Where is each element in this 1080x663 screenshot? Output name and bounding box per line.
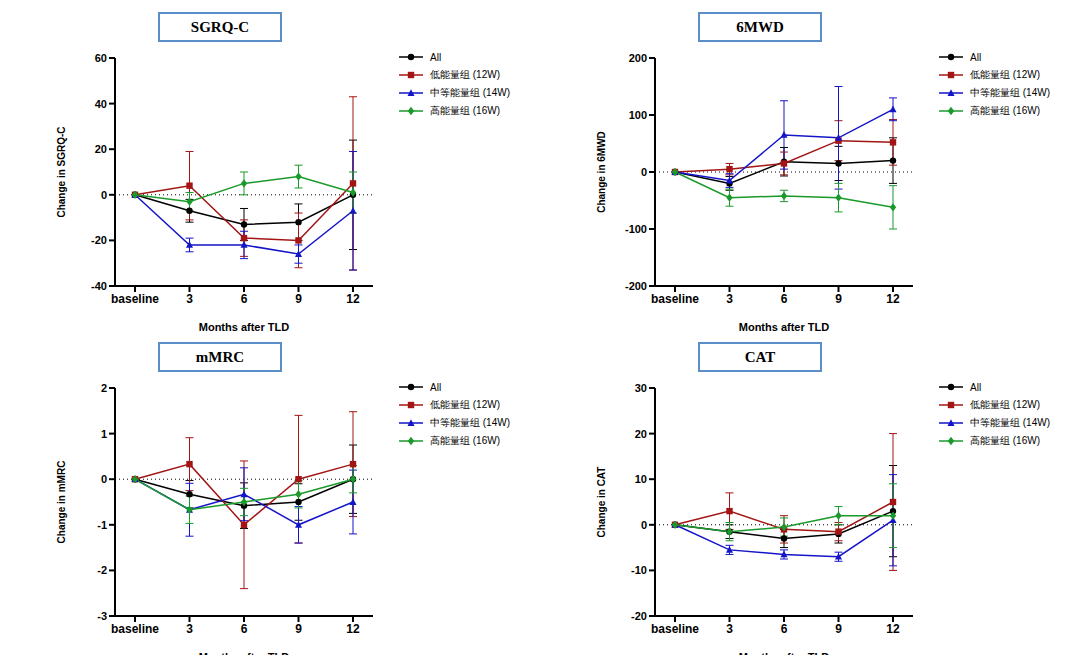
svg-text:-2: -2 [97,564,107,576]
svg-text:3: 3 [726,622,733,636]
svg-text:6: 6 [241,622,248,636]
html-text:低能量组 (12W): 低能量组 (12W) [970,399,1040,410]
svg-text:0: 0 [101,473,107,485]
svg-text:1: 1 [101,428,107,440]
html-text:低能量组 (12W): 低能量组 (12W) [970,69,1040,80]
svg-text:baseline: baseline [111,622,159,636]
svg-text:200: 200 [629,52,647,64]
svg-text:Months after TLD: Months after TLD [739,651,829,655]
svg-text:6: 6 [781,622,788,636]
html-text:中等能量组 (14W): 中等能量组 (14W) [430,87,510,98]
html-text:低能量组 (12W): 低能量组 (12W) [430,69,500,80]
svg-text:Months after TLD: Months after TLD [739,321,829,333]
html-text:低能量组 (12W): 低能量组 (12W) [430,399,500,410]
svg-text:-20: -20 [91,234,107,246]
svg-text:-20: -20 [631,610,647,622]
svg-text:-3: -3 [97,610,107,622]
svg-text:12: 12 [346,292,360,306]
svg-text:baseline: baseline [111,292,159,306]
svg-text:40: 40 [95,98,107,110]
svg-text:-1: -1 [97,519,107,531]
svg-text:0: 0 [101,189,107,201]
html-text:中等能量组 (14W): 中等能量组 (14W) [970,87,1050,98]
svg-text:baseline: baseline [651,622,699,636]
html-text:6MWD: 6MWD [736,18,784,35]
svg-text:12: 12 [346,622,360,636]
html-text:高能量组 (16W): 高能量组 (16W) [970,105,1040,116]
html-text:中等能量组 (14W): 中等能量组 (14W) [970,417,1050,428]
svg-text:10: 10 [635,473,647,485]
svg-text:3: 3 [186,292,193,306]
svg-text:-200: -200 [625,280,647,292]
html-text:高能量组 (16W): 高能量组 (16W) [430,435,500,446]
svg-text:Change in CAT: Change in CAT [596,467,607,538]
html-text:All: All [430,381,442,393]
svg-text:9: 9 [835,622,842,636]
svg-text:20: 20 [635,428,647,440]
html-text:高能量组 (16W): 高能量组 (16W) [970,435,1040,446]
html-text:CAT: CAT [744,348,776,365]
svg-text:-10: -10 [631,564,647,576]
html-text:All: All [970,51,982,63]
svg-text:12: 12 [886,622,900,636]
svg-text:6: 6 [781,292,788,306]
svg-text:Change in mMRC: Change in mMRC [56,461,67,544]
svg-text:9: 9 [835,292,842,306]
svg-text:-40: -40 [91,280,107,292]
html-text:mMRC: mMRC [195,348,245,365]
html-text:中等能量组 (14W): 中等能量组 (14W) [430,417,510,428]
svg-text:20: 20 [95,143,107,155]
svg-text:60: 60 [95,52,107,64]
svg-text:-100: -100 [625,223,647,235]
svg-text:6: 6 [241,292,248,306]
svg-text:0: 0 [641,519,647,531]
html-text:All: All [970,381,982,393]
html-text:高能量组 (16W): 高能量组 (16W) [430,105,500,116]
svg-text:30: 30 [635,382,647,394]
svg-text:Months after TLD: Months after TLD [199,321,289,333]
svg-text:3: 3 [186,622,193,636]
html-text:SGRQ-C: SGRQ-C [190,18,250,35]
svg-text:2: 2 [101,382,107,394]
svg-text:9: 9 [295,292,302,306]
svg-text:3: 3 [726,292,733,306]
svg-text:baseline: baseline [651,292,699,306]
svg-text:100: 100 [629,109,647,121]
html-text:All: All [430,51,442,63]
svg-text:12: 12 [886,292,900,306]
svg-text:Change in 6MWD: Change in 6MWD [596,131,607,213]
svg-text:Change in SGRQ-C: Change in SGRQ-C [56,126,67,217]
svg-text:9: 9 [295,622,302,636]
svg-text:0: 0 [641,166,647,178]
svg-text:Months after TLD: Months after TLD [199,651,289,655]
